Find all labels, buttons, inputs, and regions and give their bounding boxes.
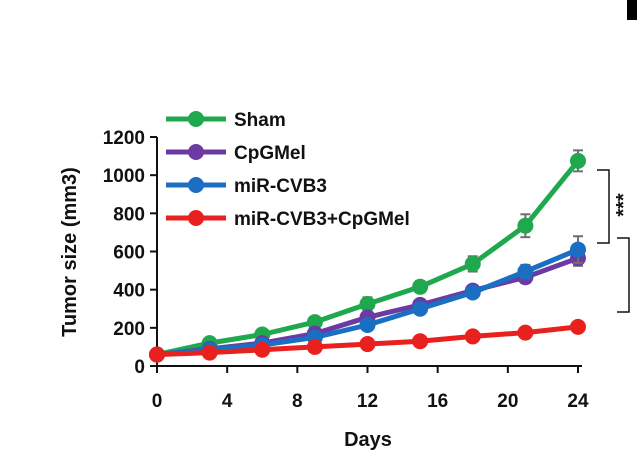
legend-item-mir-cvb3: miR-CVB3 xyxy=(166,176,327,197)
data-point xyxy=(412,333,429,350)
sig-asterisks: *** xyxy=(613,193,635,217)
legend-label: Sham xyxy=(234,110,286,131)
data-point xyxy=(412,278,429,295)
y-tick-label: 1200 xyxy=(103,128,145,149)
legend-swatch-marker xyxy=(188,144,204,160)
x-ticks: 0 4 8 12 16 20 24 xyxy=(152,366,589,412)
data-point xyxy=(464,328,481,345)
series-group xyxy=(149,149,586,363)
data-point xyxy=(517,324,534,341)
y-tick-label: 1000 xyxy=(103,166,145,187)
legend-item-mir-cvb3-cpgmel: miR-CVB3+CpGMel xyxy=(166,209,410,230)
legend-label: CpGMel xyxy=(234,143,306,164)
legend-item-cpgmel: CpGMel xyxy=(166,143,306,164)
y-tick-label: 400 xyxy=(113,281,145,302)
x-tick-label: 20 xyxy=(497,391,518,412)
significance-annotation: *** xyxy=(597,169,635,313)
data-point xyxy=(359,295,376,312)
data-point xyxy=(570,152,586,169)
data-point xyxy=(201,344,218,361)
data-point xyxy=(570,241,586,258)
x-tick-label: 12 xyxy=(357,391,378,412)
y-axis-title: Tumor size (mm3) xyxy=(59,167,81,337)
legend-swatch-marker xyxy=(188,177,204,193)
corner-mark xyxy=(627,0,637,20)
legend-label: miR-CVB3+CpGMel xyxy=(234,209,410,230)
legend-item-sham: Sham xyxy=(166,110,286,131)
data-point xyxy=(464,255,481,272)
legend-swatch-marker xyxy=(188,210,204,226)
data-point xyxy=(306,338,323,355)
data-point xyxy=(359,316,376,333)
x-tick-label: 16 xyxy=(427,391,448,412)
y-tick-label: 600 xyxy=(113,243,145,264)
legend-swatch-marker xyxy=(188,111,204,127)
data-point xyxy=(412,300,429,317)
series-sham xyxy=(149,149,586,363)
data-point xyxy=(517,217,534,234)
x-tick-label: 8 xyxy=(292,391,303,412)
data-point xyxy=(517,263,534,280)
x-tick-label: 4 xyxy=(222,391,233,412)
data-point xyxy=(149,346,165,363)
data-point xyxy=(359,336,376,353)
data-point xyxy=(306,314,323,331)
data-point xyxy=(570,318,586,335)
data-point xyxy=(254,341,271,358)
x-tick-label: 24 xyxy=(567,391,589,412)
sig-bracket-lower xyxy=(617,237,630,313)
x-axis-title: Days xyxy=(344,429,392,451)
legend: Sham CpGMel miR-CVB3 miR-CVB3+CpGMel xyxy=(166,110,410,230)
data-point xyxy=(464,284,481,301)
x-tick-label: 0 xyxy=(152,391,163,412)
y-tick-label: 0 xyxy=(134,357,145,378)
sig-bracket-upper xyxy=(597,169,610,244)
y-ticks: 0 200 400 600 800 1000 1200 xyxy=(103,128,157,378)
series-mir-cvb3-cpgmel xyxy=(149,318,586,363)
y-tick-label: 800 xyxy=(113,204,145,225)
legend-label: miR-CVB3 xyxy=(234,176,327,197)
y-tick-label: 200 xyxy=(113,319,145,340)
